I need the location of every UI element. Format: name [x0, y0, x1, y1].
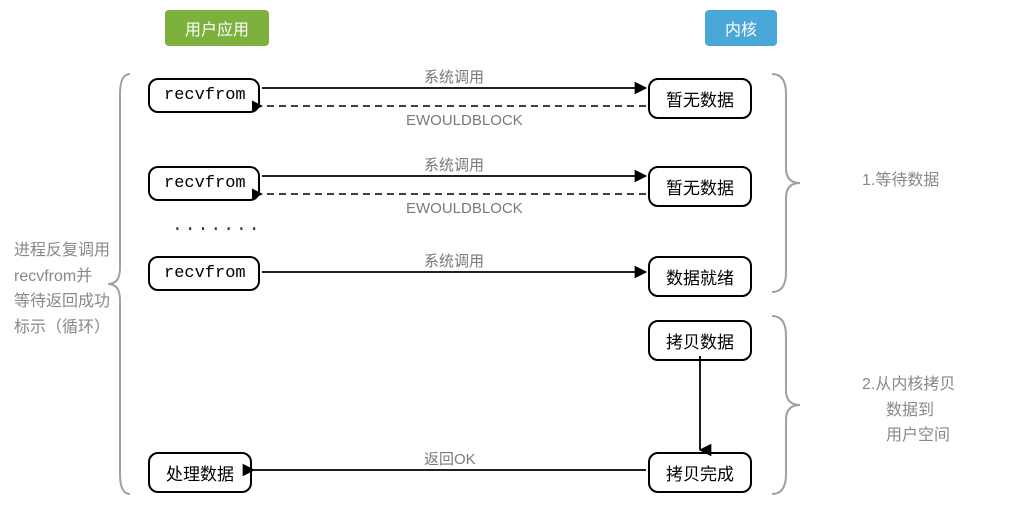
node-nodata-1: 暂无数据 — [648, 78, 752, 119]
annotation-right-1: 1.等待数据 — [862, 168, 939, 194]
node-recvfrom-3: recvfrom — [148, 256, 260, 291]
node-data-ready: 数据就绪 — [648, 256, 752, 297]
annotation-right-2: 2.从内核拷贝 数据到 用户空间 — [862, 372, 955, 449]
edge-label-syscall-2: 系统调用 — [420, 154, 488, 175]
edge-label-ewouldblock-2: EWOULDBLOCK — [402, 200, 527, 217]
annotation-left-line: 进程反复调用 — [14, 238, 110, 264]
edge-label-ewouldblock-1: EWOULDBLOCK — [402, 112, 527, 129]
header-kernel: 内核 — [705, 10, 777, 46]
annotation-right-2-line: 数据到 — [862, 398, 955, 424]
node-recvfrom-2: recvfrom — [148, 166, 260, 201]
annotation-left: 进程反复调用 recvfrom并 等待返回成功 标示（循环） — [14, 238, 110, 340]
node-nodata-2: 暂无数据 — [648, 166, 752, 207]
node-copy-done: 拷贝完成 — [648, 452, 752, 493]
edge-label-return-ok: 返回OK — [420, 448, 480, 469]
annotation-left-line: recvfrom并 — [14, 264, 110, 290]
header-user-app: 用户应用 — [165, 10, 269, 46]
node-recvfrom-1: recvfrom — [148, 78, 260, 113]
node-process-data: 处理数据 — [148, 452, 252, 493]
edge-label-syscall-1: 系统调用 — [420, 66, 488, 87]
ellipsis-dots: ....... — [172, 216, 262, 236]
annotation-left-line: 等待返回成功 — [14, 289, 110, 315]
edge-label-syscall-3: 系统调用 — [420, 250, 488, 271]
annotation-left-line: 标示（循环） — [14, 315, 110, 341]
annotation-right-2-line: 2.从内核拷贝 — [862, 372, 955, 398]
node-copy-data: 拷贝数据 — [648, 320, 752, 361]
annotation-right-2-line: 用户空间 — [862, 423, 955, 449]
